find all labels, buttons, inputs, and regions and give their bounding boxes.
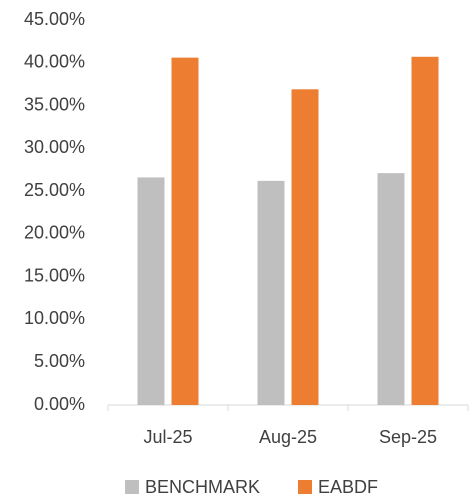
bar bbox=[137, 177, 165, 405]
y-tick-label: 30.00% bbox=[24, 137, 85, 157]
y-tick-label: 45.00% bbox=[24, 9, 85, 29]
y-tick-label: 40.00% bbox=[24, 52, 85, 72]
y-tick-label: 0.00% bbox=[34, 394, 85, 414]
y-tick-label: 5.00% bbox=[34, 351, 85, 371]
y-tick-label: 15.00% bbox=[24, 265, 85, 285]
bar bbox=[291, 89, 319, 406]
bar bbox=[257, 180, 285, 405]
legend-label: BENCHMARK bbox=[145, 477, 260, 497]
x-tick-label: Jul-25 bbox=[143, 427, 192, 447]
legend-label: EABDF bbox=[318, 477, 378, 497]
x-tick-label: Aug-25 bbox=[259, 427, 317, 447]
y-tick-label: 20.00% bbox=[24, 223, 85, 243]
bar bbox=[377, 173, 405, 405]
y-tick-label: 10.00% bbox=[24, 308, 85, 328]
y-tick-label: 25.00% bbox=[24, 180, 85, 200]
y-tick-label: 35.00% bbox=[24, 94, 85, 114]
legend-swatch bbox=[298, 480, 312, 494]
bar bbox=[171, 57, 199, 406]
x-tick-label: Sep-25 bbox=[379, 427, 437, 447]
legend-swatch bbox=[125, 480, 139, 494]
bar bbox=[411, 56, 439, 406]
